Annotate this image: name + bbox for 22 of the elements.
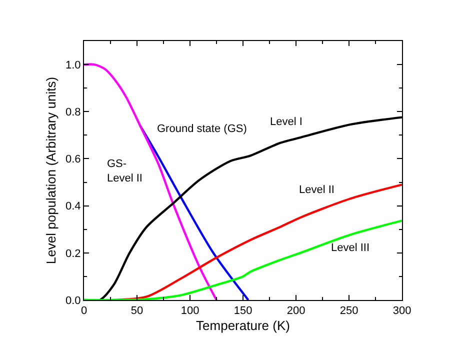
series-label: GS- Level II <box>107 158 142 184</box>
x-tick-label: 100 <box>180 305 200 318</box>
x-axis-title: Temperature (K) <box>196 318 290 333</box>
series-label: Level III <box>331 242 370 254</box>
y-tick-label: 0.6 <box>66 154 81 166</box>
x-tick-label: 200 <box>286 305 306 318</box>
x-tick-label: 250 <box>340 305 358 318</box>
x-tick-label: 0 <box>80 305 88 318</box>
y-tick-label: 1.0 <box>66 59 81 72</box>
x-tick-label: 300 <box>392 305 412 318</box>
y-tick-label: 0.8 <box>66 106 81 118</box>
y-tick-label: 0.4 <box>66 200 81 213</box>
x-tick-label: 150 <box>234 305 252 318</box>
series-label: Level II <box>299 184 334 196</box>
x-tick-label: 50 <box>130 305 144 318</box>
y-tick-label: 0.0 <box>66 294 81 307</box>
line-series <box>139 124 250 300</box>
y-tick-label: 0.2 <box>66 248 81 260</box>
line-series <box>84 220 402 300</box>
series-label: Level I <box>270 116 302 128</box>
y-axis-title: Level population (Arbitrary units) <box>43 76 58 264</box>
series-label: Ground state (GS) <box>157 123 247 135</box>
